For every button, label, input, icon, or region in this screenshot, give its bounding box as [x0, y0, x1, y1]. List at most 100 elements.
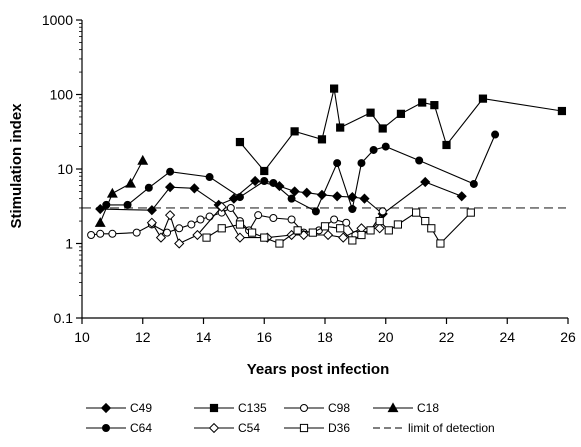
- legend-marker: [209, 403, 219, 413]
- legend: C49 C135 C98 C18 C64 C54 D36 limit of detection: [86, 401, 495, 435]
- y-tick-label: 0.1: [54, 310, 74, 326]
- y-tick-label: 1: [65, 236, 73, 252]
- data-point-d36: [336, 224, 345, 233]
- legend-label: C135: [238, 401, 267, 415]
- data-point-d36: [384, 226, 393, 235]
- data-point-d36: [293, 226, 302, 235]
- legend-marker: [208, 422, 220, 434]
- data-point-d36: [320, 222, 330, 231]
- data-point-c98: [378, 207, 387, 216]
- data-point-c54: [374, 223, 385, 234]
- data-point-d36: [375, 216, 384, 226]
- data-point-c18: [137, 154, 149, 165]
- data-point-c98: [196, 215, 205, 224]
- x-tick-label: 24: [499, 329, 515, 345]
- data-point-c135: [330, 84, 339, 93]
- axes: 0.1 1 10 100 1000 10 12 14 16 18 20 22 24 26: [42, 12, 576, 345]
- data-point-c64: [369, 145, 378, 154]
- legend-label: C64: [130, 421, 152, 435]
- x-tick-label: 16: [256, 329, 272, 345]
- data-point-c135: [336, 123, 345, 132]
- series-c18: [94, 154, 149, 227]
- legend-marker: [299, 423, 309, 433]
- data-point-c49: [95, 203, 106, 215]
- data-point-d36: [248, 228, 257, 237]
- data-point-c98: [269, 213, 278, 222]
- data-point-c98: [175, 224, 184, 233]
- legend-marker: [102, 424, 110, 432]
- data-point-c98: [108, 229, 117, 238]
- data-point-c64: [491, 130, 500, 139]
- legend-marker: [300, 404, 308, 412]
- data-point-c64: [348, 205, 357, 214]
- data-point-c135: [442, 140, 451, 150]
- data-point-c135: [478, 94, 488, 103]
- legend-item-c54: C54: [194, 421, 260, 435]
- y-axis-title: Stimulation index: [8, 103, 25, 229]
- data-point-c98: [254, 211, 263, 220]
- data-point-c64: [166, 167, 175, 176]
- data-point-c98: [96, 229, 105, 238]
- y-tick-label: 10: [57, 161, 73, 177]
- data-point-c98: [330, 215, 339, 224]
- series-c64: [102, 130, 500, 216]
- data-point-d36: [436, 239, 445, 248]
- data-point-c18: [125, 177, 137, 188]
- data-point-c54: [322, 229, 334, 241]
- data-point-c135: [396, 109, 406, 118]
- data-point-d36: [421, 216, 430, 226]
- data-point-c135: [290, 127, 299, 136]
- data-point-d36: [235, 220, 245, 229]
- data-point-c64: [357, 159, 366, 168]
- data-point-c49: [332, 191, 343, 202]
- x-tick-label: 22: [439, 329, 455, 345]
- data-point-c49: [146, 205, 157, 216]
- legend-item-c135: C135: [194, 401, 267, 415]
- x-tick-label: 12: [135, 329, 151, 345]
- data-point-c49: [456, 191, 467, 202]
- legend-label: C18: [417, 401, 439, 415]
- legend-label: C54: [238, 421, 260, 435]
- data-point-c64: [469, 179, 478, 188]
- data-point-c64: [123, 200, 132, 209]
- legend-item-c64: C64: [86, 421, 152, 435]
- data-point-c135: [235, 137, 245, 147]
- data-point-c64: [381, 142, 390, 151]
- data-point-d36: [308, 228, 317, 237]
- data-point-c18: [106, 187, 118, 198]
- legend-item-d36: D36: [284, 421, 350, 435]
- data-point-d36: [393, 220, 402, 229]
- series-c135: [235, 84, 567, 176]
- data-point-c54: [164, 210, 176, 221]
- data-point-c98: [342, 218, 351, 227]
- legend-label: C49: [130, 401, 152, 415]
- data-point-c64: [144, 183, 153, 192]
- data-point-c49: [289, 186, 300, 197]
- data-point-c64: [269, 178, 278, 187]
- data-point-d36: [366, 226, 375, 235]
- data-point-c54: [174, 238, 185, 249]
- data-point-c54: [155, 232, 167, 243]
- data-point-c135: [418, 98, 427, 107]
- data-point-c49: [420, 176, 431, 188]
- plot-area: [82, 84, 567, 249]
- data-point-c49: [301, 187, 312, 198]
- data-point-c98: [132, 228, 141, 237]
- x-tick-label: 26: [560, 329, 576, 345]
- legend-marker: [100, 402, 112, 414]
- data-point-c54: [216, 201, 227, 213]
- data-point-d36: [202, 233, 211, 242]
- legend-item-c98: C98: [284, 401, 350, 415]
- data-point-d36: [412, 208, 421, 217]
- data-point-c49: [250, 175, 261, 187]
- x-tick-label: 20: [378, 329, 394, 345]
- data-point-c64: [415, 156, 424, 165]
- data-point-d36: [357, 230, 366, 240]
- data-point-c135: [317, 135, 327, 144]
- data-point-c98: [187, 220, 196, 229]
- data-point-c64: [260, 177, 269, 186]
- legend-label: limit of detection: [408, 421, 495, 435]
- legend-item-c49: C49: [86, 401, 152, 415]
- data-point-d36: [217, 224, 226, 233]
- legend-marker: [387, 402, 399, 413]
